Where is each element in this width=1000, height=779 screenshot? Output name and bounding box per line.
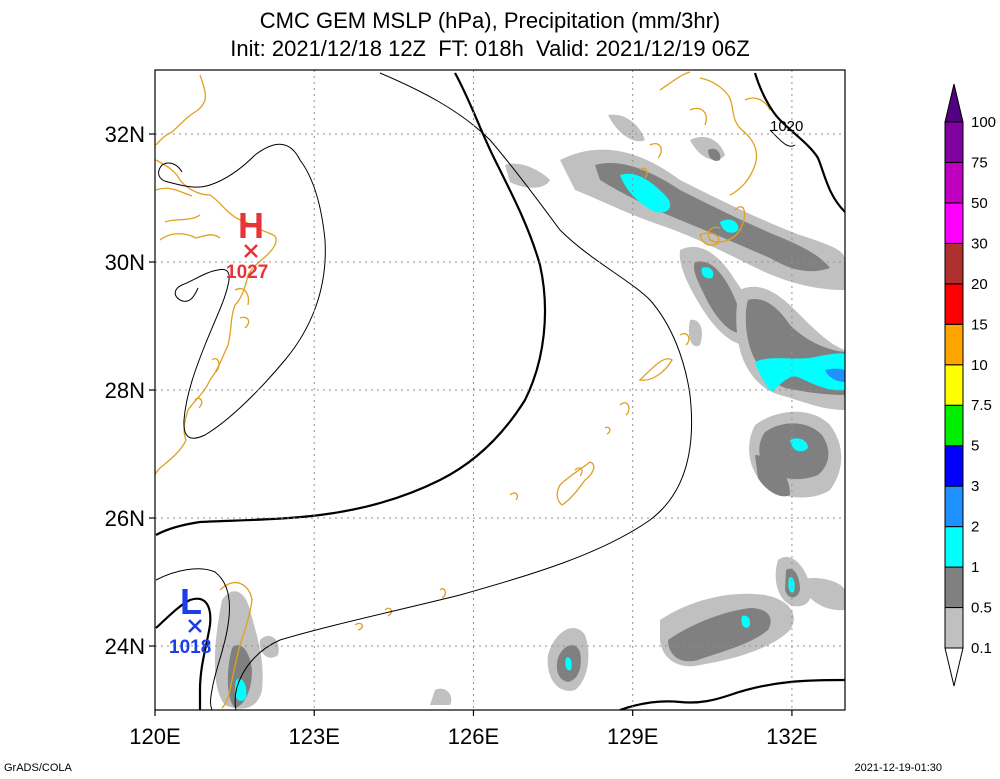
x-tick-label: 132E (766, 724, 817, 749)
colorbar-segment (944, 121, 964, 163)
colorbar-segment (944, 364, 964, 406)
chart-title-line2: Init: 2021/12/18 12Z FT: 018h Valid: 202… (230, 36, 750, 61)
colorbar-segment (944, 607, 964, 649)
chart-title-line1: CMC GEM MSLP (hPa), Precipitation (mm/3h… (259, 8, 721, 33)
colorbar-label: 0.1 (971, 640, 992, 657)
footer-software: GrADS/COLA (4, 762, 72, 774)
grid-lines (155, 70, 845, 710)
y-tick-label: 30N (105, 250, 145, 275)
colorbar-label: 15 (971, 316, 988, 333)
colorbar-segment (944, 202, 964, 244)
colorbar-label: 30 (971, 235, 988, 252)
colorbar-segment (944, 283, 964, 325)
contour-label: 1020 (770, 118, 803, 135)
colorbar-segment (944, 404, 964, 447)
colorbar-segment (944, 161, 964, 204)
colorbar-segment (944, 566, 964, 609)
y-tick-label: 32N (105, 122, 145, 147)
colorbar-segment (944, 323, 964, 366)
isobars-bold (155, 72, 845, 710)
low-symbol: L (180, 581, 202, 622)
high-symbol: H (238, 205, 264, 246)
low-value: 1018 (169, 637, 211, 658)
colorbar-top-triangle (944, 83, 964, 123)
colorbar-label: 1 (971, 559, 979, 576)
axis-ticks: 120E 123E 126E 129E 132E 24N 26N 28N 30N 32N (105, 122, 818, 749)
colorbar-label: 7.5 (971, 397, 992, 414)
colorbar-label: 3 (971, 478, 979, 495)
precipitation-shading (214, 114, 845, 709)
x-tick-label: 123E (289, 724, 340, 749)
colorbar-segment (944, 526, 964, 568)
colorbar-segment (944, 485, 964, 528)
colorbar-label: 20 (971, 276, 988, 293)
x-tick-label: 126E (448, 724, 499, 749)
y-tick-label: 26N (105, 506, 145, 531)
isobars (155, 72, 796, 710)
colorbar-label: 75 (971, 154, 988, 171)
colorbar-label: 100 (971, 114, 996, 131)
colorbar-label: 10 (971, 357, 988, 374)
coastlines (155, 71, 771, 709)
high-pressure-center: H 1027 (226, 205, 268, 283)
colorbar-label: 5 (971, 438, 979, 455)
low-pressure-center: L 1018 (169, 581, 211, 658)
footer-timestamp: 2021-12-19-01:30 (854, 762, 942, 774)
colorbar-segment (944, 242, 964, 285)
y-tick-label: 28N (105, 378, 145, 403)
colorbar-segment (944, 445, 964, 487)
colorbar-label: 0.5 (971, 600, 992, 617)
colorbar-bottom-triangle (944, 647, 964, 687)
high-value: 1027 (226, 262, 268, 283)
x-tick-label: 120E (129, 724, 180, 749)
y-tick-label: 24N (105, 634, 145, 659)
low-cross-icon (188, 619, 202, 633)
colorbar: 0.1 0.5 1 2 3 5 7.5 10 15 20 30 50 75 100 (944, 83, 996, 687)
high-cross-icon (244, 244, 258, 258)
colorbar-label: 50 (971, 195, 988, 212)
colorbar-label: 2 (971, 519, 979, 536)
x-tick-label: 129E (607, 724, 658, 749)
